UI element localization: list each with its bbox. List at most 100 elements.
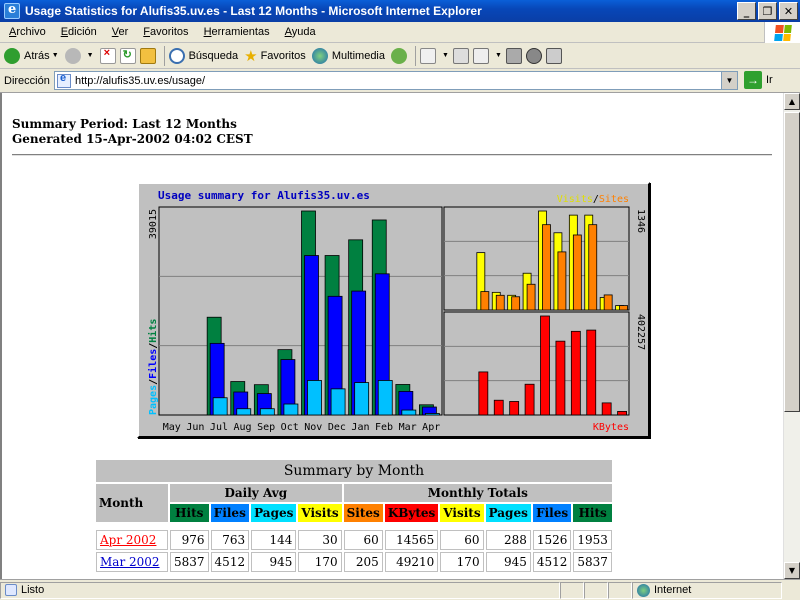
top-right-max-label: 1346 <box>635 209 646 233</box>
usage-chart-svg: Usage summary for Alufis35.uv.es May Jun Ju… <box>147 189 646 433</box>
summary-table: Summary by Month Month Daily Avg Monthly… <box>94 458 614 574</box>
favorites-label: Favoritos <box>260 49 306 62</box>
value-cell: 60 <box>440 530 484 550</box>
summary-text: Summary Period: Last 12 Months Generated… <box>12 117 253 147</box>
scroll-thumb[interactable] <box>784 112 800 412</box>
bar-pages <box>330 388 346 416</box>
left-panel <box>158 206 443 416</box>
col-header-pages: Pages <box>485 504 531 522</box>
window-controls: _ ❐ ✕ <box>737 2 798 20</box>
bar-sites <box>603 294 613 311</box>
favorites-button[interactable]: ★ Favoritos <box>244 47 306 65</box>
menu-bar: Archivo Edición Ver Favoritos Herramient… <box>0 22 800 43</box>
status-page-icon <box>5 584 17 596</box>
usage-chart: Usage summary for Alufis35.uv.es May Jun Ju… <box>137 182 650 438</box>
close-button[interactable]: ✕ <box>779 2 798 20</box>
forward-button[interactable]: ▼ <box>64 47 94 64</box>
col-header-sites: Sites <box>343 504 383 522</box>
value-cell: 945 <box>485 552 531 572</box>
bar-pages <box>236 408 252 416</box>
address-input[interactable]: http://alufis35.uv.es/usage/ ▼ <box>54 71 738 90</box>
go-arrow-icon: → <box>744 71 762 89</box>
discuss-icon[interactable] <box>505 47 522 64</box>
edit-dropdown-icon[interactable]: ▼ <box>494 52 502 59</box>
messenger-icon[interactable] <box>525 47 542 64</box>
scroll-up-icon[interactable]: ▲ <box>784 93 800 110</box>
media-label: Multimedia <box>331 49 385 62</box>
value-cell: 4512 <box>532 552 572 572</box>
value-cell: 14565 <box>384 530 439 550</box>
table-row: Apr 2002 976 763 144 30 60 14565 60 288 1526 1953 <box>96 530 612 550</box>
menu-archivo[interactable]: Archivo <box>9 26 46 38</box>
search-button[interactable]: Búsqueda <box>168 47 238 64</box>
scroll-down-icon[interactable]: ▼ <box>784 562 800 579</box>
x-tick-label: Sep <box>257 422 275 433</box>
media-button[interactable]: Multimedia <box>311 47 385 64</box>
generated-date: Generated 15-Apr-2002 04:02 CEST <box>12 132 253 146</box>
table-caption: Summary by Month <box>96 460 612 482</box>
bar-kbytes <box>524 383 535 416</box>
address-bar: Dirección http://alufis35.uv.es/usage/ ▼… <box>0 69 800 93</box>
top-right-legend-part: Visits <box>557 194 593 205</box>
go-label: Ir <box>766 74 773 86</box>
col-header-kbytes: KBytes <box>384 504 439 522</box>
month-link[interactable]: Mar 2002 <box>100 555 160 569</box>
minimize-button[interactable]: _ <box>737 2 756 20</box>
bar-kbytes <box>586 329 597 416</box>
month-link[interactable]: Apr 2002 <box>100 533 157 547</box>
menu-edicion[interactable]: Edición <box>60 26 97 38</box>
value-cell: 763 <box>210 530 250 550</box>
address-url[interactable]: http://alufis35.uv.es/usage/ <box>75 74 206 87</box>
x-tick-label: Nov <box>304 422 322 433</box>
status-zone-panel: Internet <box>632 581 782 599</box>
col-header-files: Files <box>532 504 572 522</box>
stop-icon[interactable]: × <box>99 47 116 64</box>
month-header: Month <box>96 484 168 522</box>
menu-favoritos[interactable]: Favoritos <box>143 26 189 38</box>
status-panel <box>584 581 608 599</box>
top-right-legend-part: / <box>593 194 599 205</box>
bar-kbytes <box>601 402 612 416</box>
mail-dropdown-icon[interactable]: ▼ <box>442 52 449 59</box>
bar-pages <box>377 380 393 416</box>
page-content: Summary Period: Last 12 Months Generated… <box>0 93 783 579</box>
value-cell: 49210 <box>384 552 439 572</box>
address-dropdown-icon[interactable]: ▼ <box>721 72 737 89</box>
menu-herramientas[interactable]: Herramientas <box>203 26 270 38</box>
search-icon <box>168 47 185 64</box>
menu-ayuda[interactable]: Ayuda <box>284 26 316 38</box>
bar-sites <box>542 224 551 311</box>
research-icon[interactable] <box>545 47 562 64</box>
vertical-scrollbar[interactable]: ▲ ▼ <box>783 93 800 579</box>
edit-icon[interactable] <box>472 47 489 64</box>
go-button[interactable]: → Ir <box>744 71 773 89</box>
top-right-legend-part: Sites <box>599 194 629 205</box>
forward-arrow-icon <box>64 47 81 64</box>
bar-pages <box>307 380 322 416</box>
back-dropdown-icon[interactable]: ▼ <box>51 52 59 59</box>
bar-pages <box>259 408 275 416</box>
toolbar: Atrás ▼ ▼ × ↻ Búsqueda ★ Favoritos Multi… <box>0 43 800 69</box>
column-headers: Hits Files Pages Visits Sites KBytes Visits Pag… <box>96 504 612 522</box>
bar-kbytes <box>540 315 550 416</box>
top-right-legend: Visits/Sites <box>557 194 629 205</box>
col-header-hits: Hits <box>170 504 209 522</box>
x-tick-label: Aug <box>234 422 252 433</box>
back-button[interactable]: Atrás ▼ <box>4 47 59 64</box>
bar-kbytes <box>555 340 566 416</box>
value-cell: 144 <box>251 530 297 550</box>
menu-ver[interactable]: Ver <box>111 26 129 38</box>
chart-title: Usage summary for Alufis35.uv.es <box>158 189 370 202</box>
windows-logo-icon <box>764 22 800 43</box>
mail-icon[interactable] <box>420 47 436 64</box>
print-icon[interactable] <box>452 47 469 64</box>
left-legend-part: Hits <box>147 319 159 343</box>
status-zone: Internet <box>654 584 692 596</box>
top-right-panel <box>443 206 630 311</box>
daily-avg-header: Daily Avg <box>170 484 342 502</box>
refresh-icon[interactable]: ↻ <box>119 47 136 64</box>
home-icon[interactable] <box>139 47 156 64</box>
history-icon[interactable] <box>391 47 407 64</box>
forward-dropdown-icon[interactable]: ▼ <box>86 52 94 59</box>
maximize-button[interactable]: ❐ <box>758 2 777 20</box>
